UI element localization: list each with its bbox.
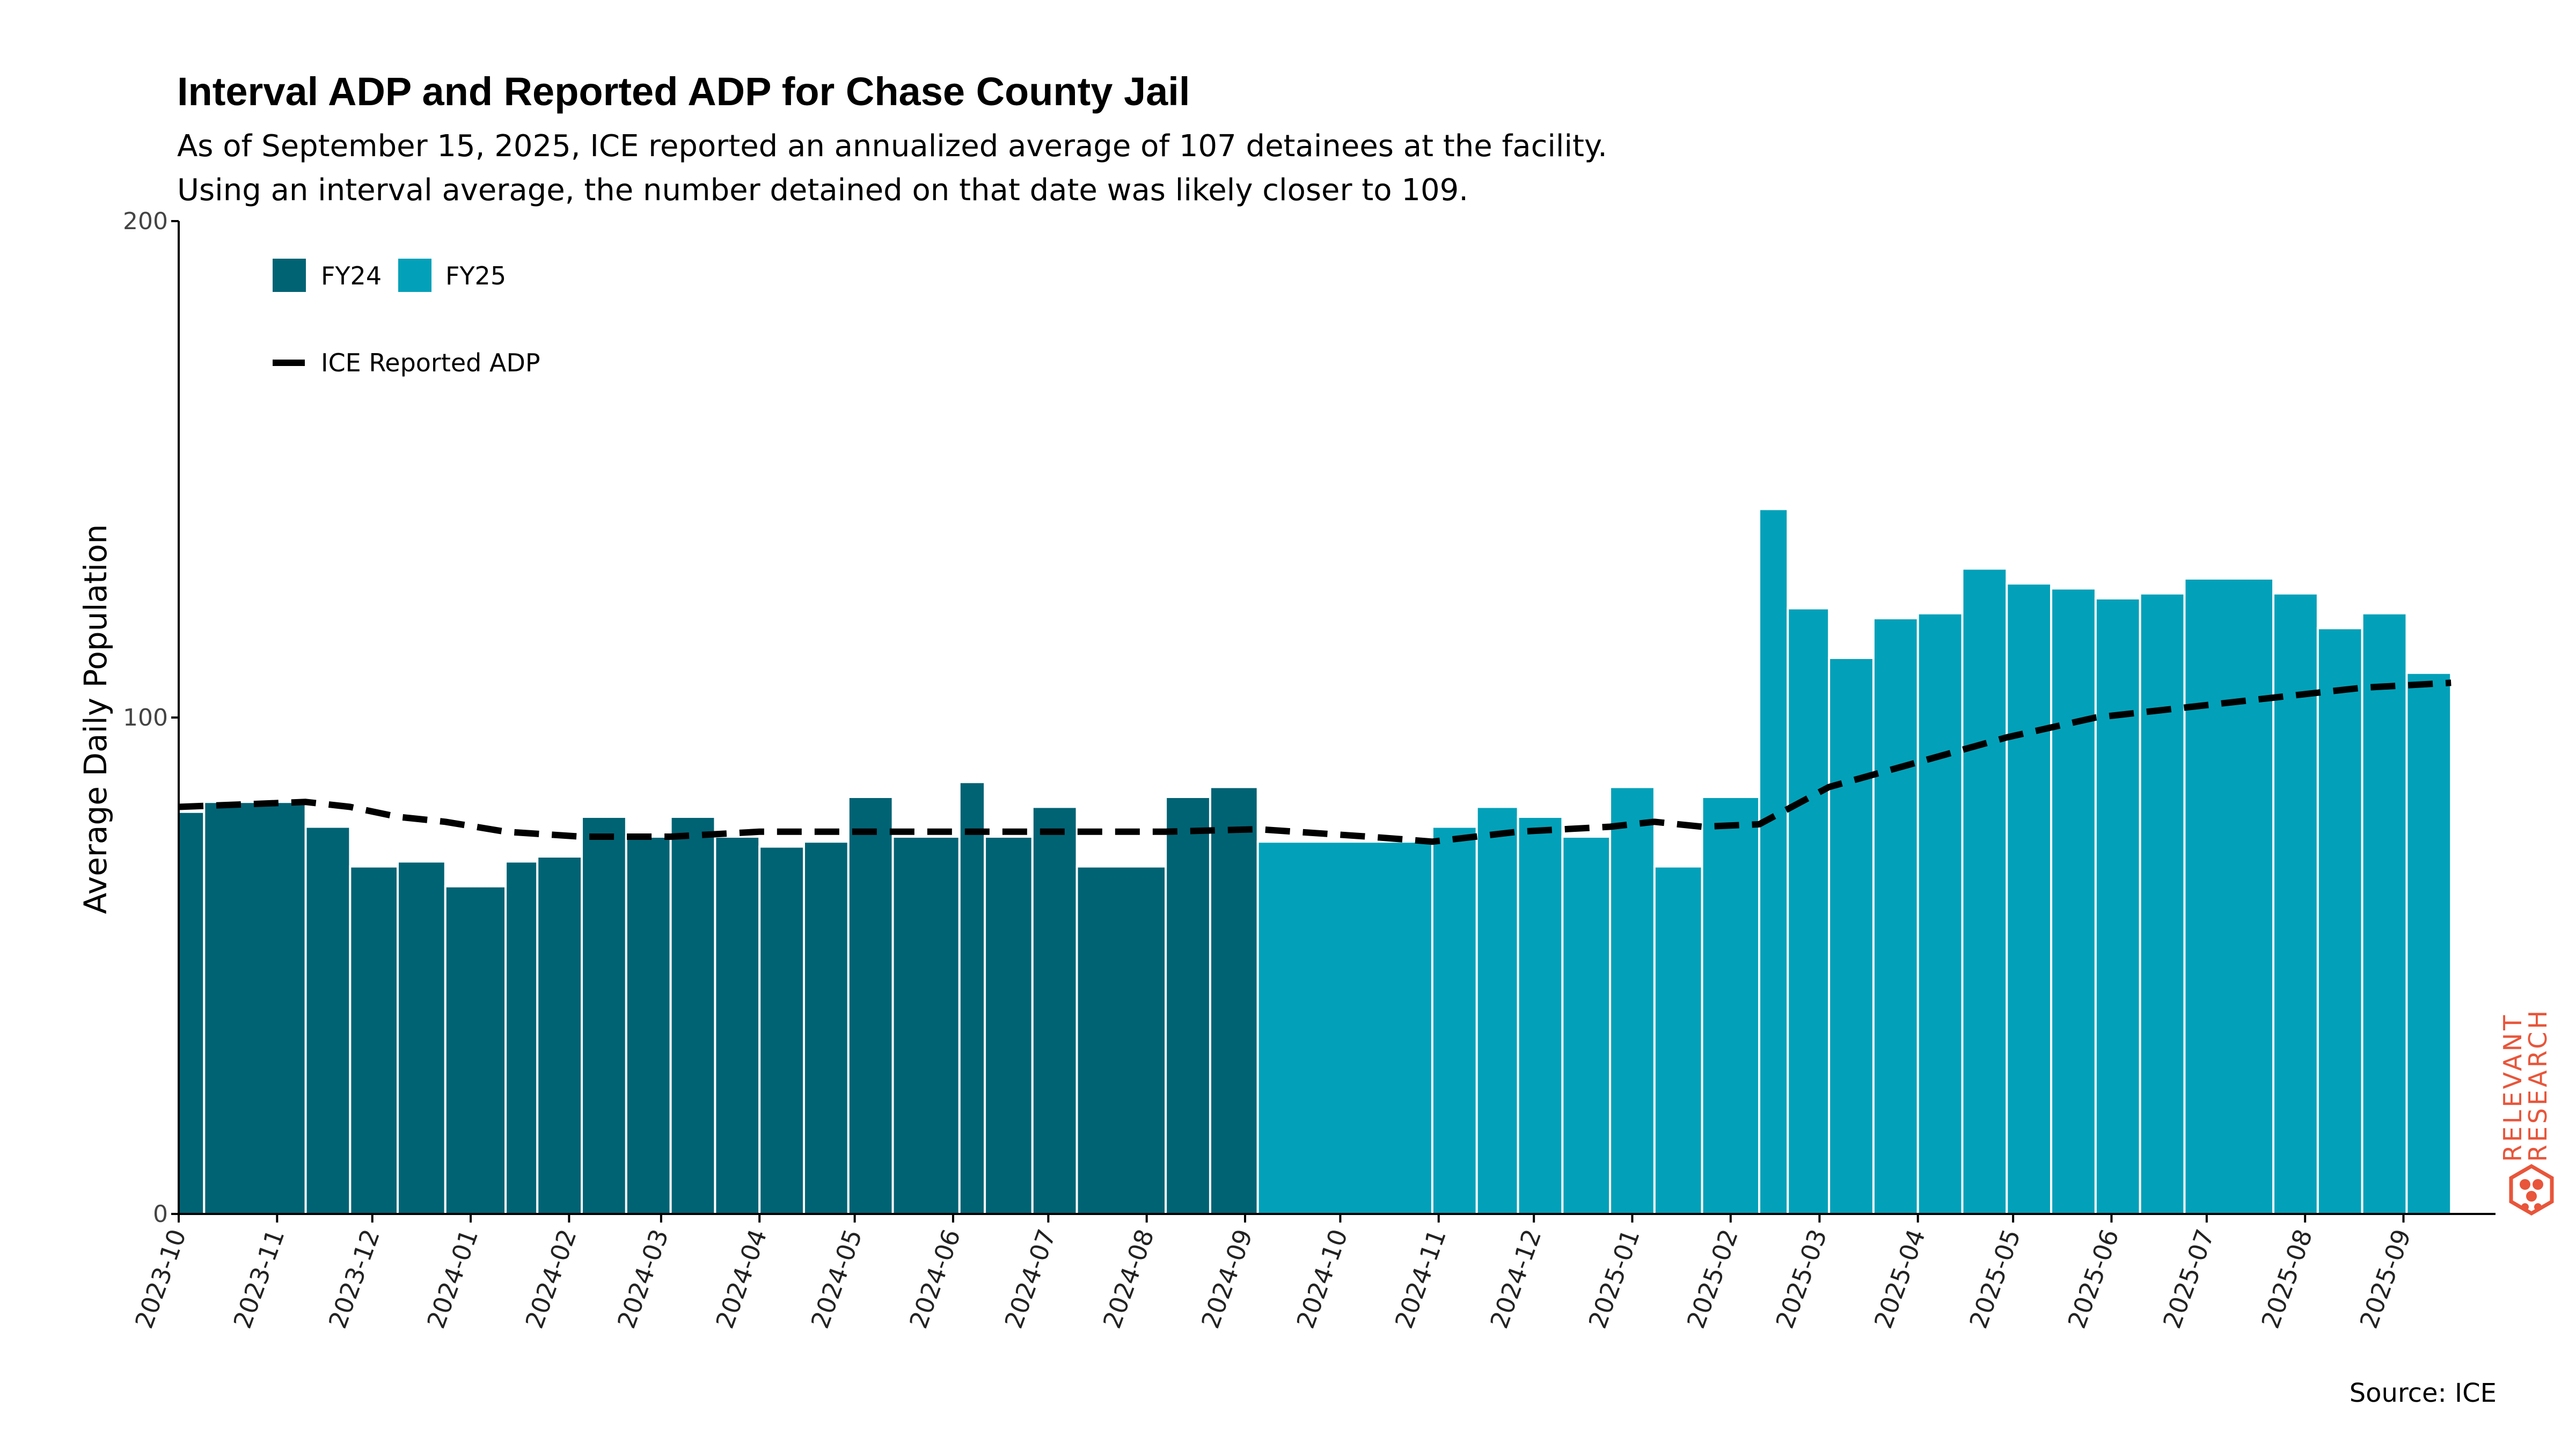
reported-adp-line <box>178 679 2451 845</box>
logo-text-relevant: RELEVANT <box>2498 1013 2527 1162</box>
y-tick-label: 0 <box>153 1201 168 1228</box>
subtitle-line-1: As of September 15, 2025, ICE reported a… <box>177 129 1607 164</box>
bar-fy25 <box>1872 617 1919 1215</box>
bar-fy25 <box>1787 607 1831 1215</box>
bar-fy25 <box>2183 577 2275 1215</box>
x-tick-label: 2024-09 <box>1196 1225 1258 1332</box>
x-tick-label: 2024-11 <box>1389 1225 1452 1332</box>
bar-fy25 <box>1517 816 1564 1215</box>
x-tick-label: 2025-04 <box>1869 1225 1931 1332</box>
bar-fy24 <box>304 825 352 1215</box>
logo-text-research: RESEARCH <box>2523 1008 2552 1162</box>
bar-fy25 <box>1653 865 1703 1215</box>
x-tick-label: 2025-08 <box>2256 1225 2318 1332</box>
x-tick-label: 2025-09 <box>2354 1225 2416 1332</box>
source-note: Source: ICE <box>2349 1378 2497 1408</box>
bar-fy24 <box>581 816 627 1215</box>
legend: FY24 FY25 ICE Reported ADP <box>273 259 540 377</box>
bar-fy24 <box>802 840 850 1215</box>
x-tick-label: 2023-10 <box>129 1225 192 1332</box>
bar-fy25 <box>1828 657 1875 1215</box>
bar-fy25 <box>1961 567 2008 1215</box>
x-tick-label: 2024-12 <box>1484 1225 1547 1332</box>
legend-swatch-fy25 <box>398 259 431 292</box>
x-tick-label: 2025-05 <box>1964 1225 2026 1332</box>
x-tick-label: 2025-02 <box>1681 1225 1744 1332</box>
x-tick-label: 2025-03 <box>1770 1225 1832 1332</box>
bar-fy25 <box>2050 587 2097 1215</box>
x-tick-label: 2023-11 <box>228 1225 290 1332</box>
x-tick-label: 2024-10 <box>1291 1225 1353 1332</box>
bar-fy24 <box>349 865 399 1215</box>
bar-fy24 <box>397 860 447 1215</box>
bar-fy24 <box>958 781 986 1215</box>
bar-fy24 <box>178 810 206 1215</box>
x-tick-label: 2024-05 <box>805 1225 867 1332</box>
bar-fy25 <box>2139 592 2186 1215</box>
bar-fy25 <box>1701 796 1761 1215</box>
bar-fy24 <box>669 816 716 1215</box>
bar-fy24 <box>847 796 894 1215</box>
bar-fy24 <box>203 801 307 1215</box>
bar-fy25 <box>1431 825 1478 1215</box>
bar-fy25 <box>2006 582 2053 1215</box>
bar-fy25 <box>1609 786 1656 1215</box>
bar-fy24 <box>891 836 961 1215</box>
y-tick-label: 200 <box>123 208 168 235</box>
x-tick-label: 2024-07 <box>999 1225 1061 1332</box>
bar-fy24 <box>1031 806 1078 1215</box>
bar-fy24 <box>536 855 583 1215</box>
x-tick-label: 2025-06 <box>2062 1225 2124 1332</box>
x-tick-label: 2024-03 <box>612 1225 674 1332</box>
legend-swatch-fy24 <box>273 259 306 292</box>
legend-label-fy25: FY25 <box>445 261 506 290</box>
bar-fy24 <box>444 885 507 1215</box>
legend-label-reported-adp: ICE Reported ADP <box>321 348 540 377</box>
x-tick-label: 2024-02 <box>519 1225 582 1332</box>
relevant-research-logo: RELEVANT RESEARCH <box>2498 1008 2554 1216</box>
bars-layer <box>178 508 2453 1215</box>
x-tick-label: 2025-07 <box>2157 1225 2220 1332</box>
x-tick-label: 2023-12 <box>323 1225 385 1332</box>
y-axis-label: Average Daily Population <box>77 524 114 914</box>
bar-fy24 <box>625 836 672 1215</box>
bar-fy25 <box>1475 806 1519 1215</box>
bar-fy24 <box>1075 865 1167 1215</box>
bar-fy25 <box>1256 840 1433 1215</box>
chart-subtitle: As of September 15, 2025, ICE reported a… <box>177 125 1607 213</box>
bar-fy25 <box>2361 612 2408 1215</box>
bar-fy24 <box>714 836 761 1215</box>
x-tick-label: 2025-01 <box>1583 1225 1645 1332</box>
x-tick-label: 2024-06 <box>904 1225 966 1332</box>
chart-title: Interval ADP and Reported ADP for Chase … <box>177 69 1190 114</box>
bar-fy25 <box>1916 612 1964 1215</box>
x-tick-label: 2024-08 <box>1097 1225 1160 1332</box>
bar-fy25 <box>2272 592 2319 1215</box>
x-tick-label: 2024-01 <box>421 1225 484 1332</box>
legend-label-fy24: FY24 <box>321 261 382 290</box>
bar-fy25 <box>1758 508 1789 1215</box>
bar-fy25 <box>2094 597 2141 1215</box>
x-tick-label: 2024-04 <box>710 1225 772 1332</box>
subtitle-line-2: Using an interval average, the number de… <box>177 173 1469 208</box>
bar-fy24 <box>1209 786 1259 1215</box>
logo-hexagon-icon <box>2509 1163 2554 1216</box>
bar-fy24 <box>1165 796 1211 1215</box>
bar-fy24 <box>504 860 539 1215</box>
bar-fy25 <box>2405 671 2453 1215</box>
bar-fy25 <box>2316 627 2363 1215</box>
bar-fy24 <box>984 836 1034 1215</box>
line-layer <box>178 679 2451 845</box>
y-tick-label: 100 <box>123 704 168 731</box>
bar-fy24 <box>758 845 805 1215</box>
bar-fy25 <box>1561 836 1612 1215</box>
